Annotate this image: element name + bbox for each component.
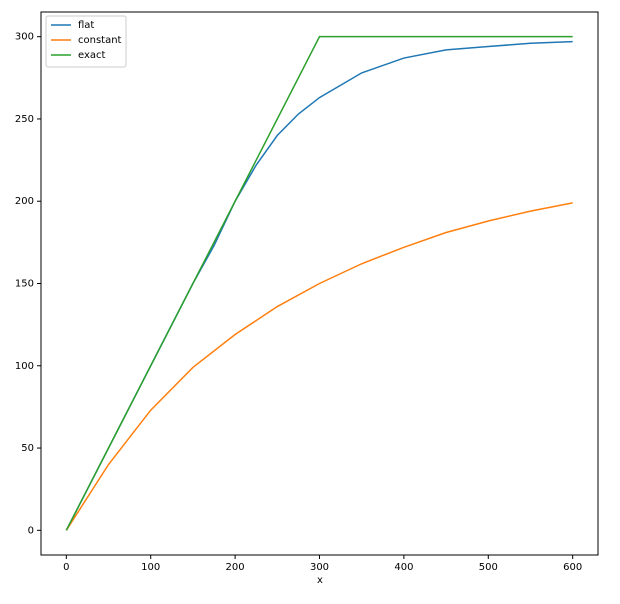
- x-tick-label: 400: [394, 562, 413, 573]
- line-series: [65, 35, 573, 531]
- x-tick-label: 500: [479, 562, 498, 573]
- y-tick-label: 50: [21, 443, 34, 454]
- line-series: [65, 40, 573, 531]
- x-tick-label: 600: [563, 562, 582, 573]
- legend-label: exact: [78, 50, 106, 61]
- y-tick-label: 150: [15, 279, 34, 290]
- line-series: [65, 202, 573, 531]
- x-tick-label: 300: [310, 562, 329, 573]
- y-tick-label: 200: [15, 196, 34, 207]
- x-axis-label: x: [317, 575, 323, 586]
- y-tick-label: 250: [15, 114, 34, 125]
- y-tick-label: 300: [15, 32, 34, 43]
- y-tick-label: 0: [28, 525, 34, 536]
- x-tick-label: 0: [63, 562, 69, 573]
- legend-label: constant: [78, 35, 122, 46]
- y-tick-label: 100: [15, 361, 34, 372]
- legend-label: flat: [78, 20, 94, 31]
- x-tick-label: 100: [141, 562, 160, 573]
- x-tick-label: 200: [226, 562, 245, 573]
- plot-frame: [40, 11, 599, 556]
